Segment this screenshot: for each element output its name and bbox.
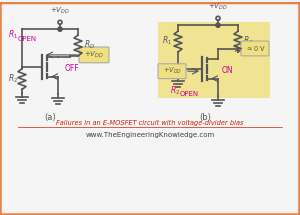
Text: $+V_{DD}$: $+V_{DD}$ (208, 2, 228, 12)
Circle shape (58, 27, 62, 31)
Text: $R_1$: $R_1$ (8, 29, 18, 41)
Text: $R_2$: $R_2$ (8, 72, 18, 85)
Text: $R_1$: $R_1$ (162, 35, 172, 47)
Text: Failures in an E-MOSFET circuit with voltage-divider bias: Failures in an E-MOSFET circuit with vol… (56, 120, 244, 126)
FancyBboxPatch shape (241, 41, 269, 56)
Text: ON: ON (222, 66, 234, 75)
Text: OFF: OFF (65, 64, 80, 73)
FancyBboxPatch shape (158, 22, 270, 98)
Text: $+V_{DD}$: $+V_{DD}$ (84, 50, 104, 60)
Text: $+V_{DD}$: $+V_{DD}$ (50, 6, 70, 16)
Text: $R_D$: $R_D$ (243, 35, 254, 47)
Text: www.TheEngineeringKnowledge.com: www.TheEngineeringKnowledge.com (85, 132, 214, 138)
Text: $R_D$: $R_D$ (84, 39, 95, 51)
Text: (b): (b) (199, 113, 211, 122)
Text: $\approx 0$ V: $\approx 0$ V (244, 44, 266, 53)
Text: OPEN: OPEN (180, 91, 199, 97)
Text: OPEN: OPEN (18, 36, 37, 42)
FancyBboxPatch shape (158, 64, 186, 79)
Text: (a): (a) (44, 113, 56, 122)
Text: $+V_{DD}$: $+V_{DD}$ (163, 66, 182, 76)
Circle shape (216, 23, 220, 27)
Text: $R_2$: $R_2$ (170, 84, 180, 97)
FancyBboxPatch shape (0, 3, 300, 215)
FancyBboxPatch shape (79, 47, 109, 63)
